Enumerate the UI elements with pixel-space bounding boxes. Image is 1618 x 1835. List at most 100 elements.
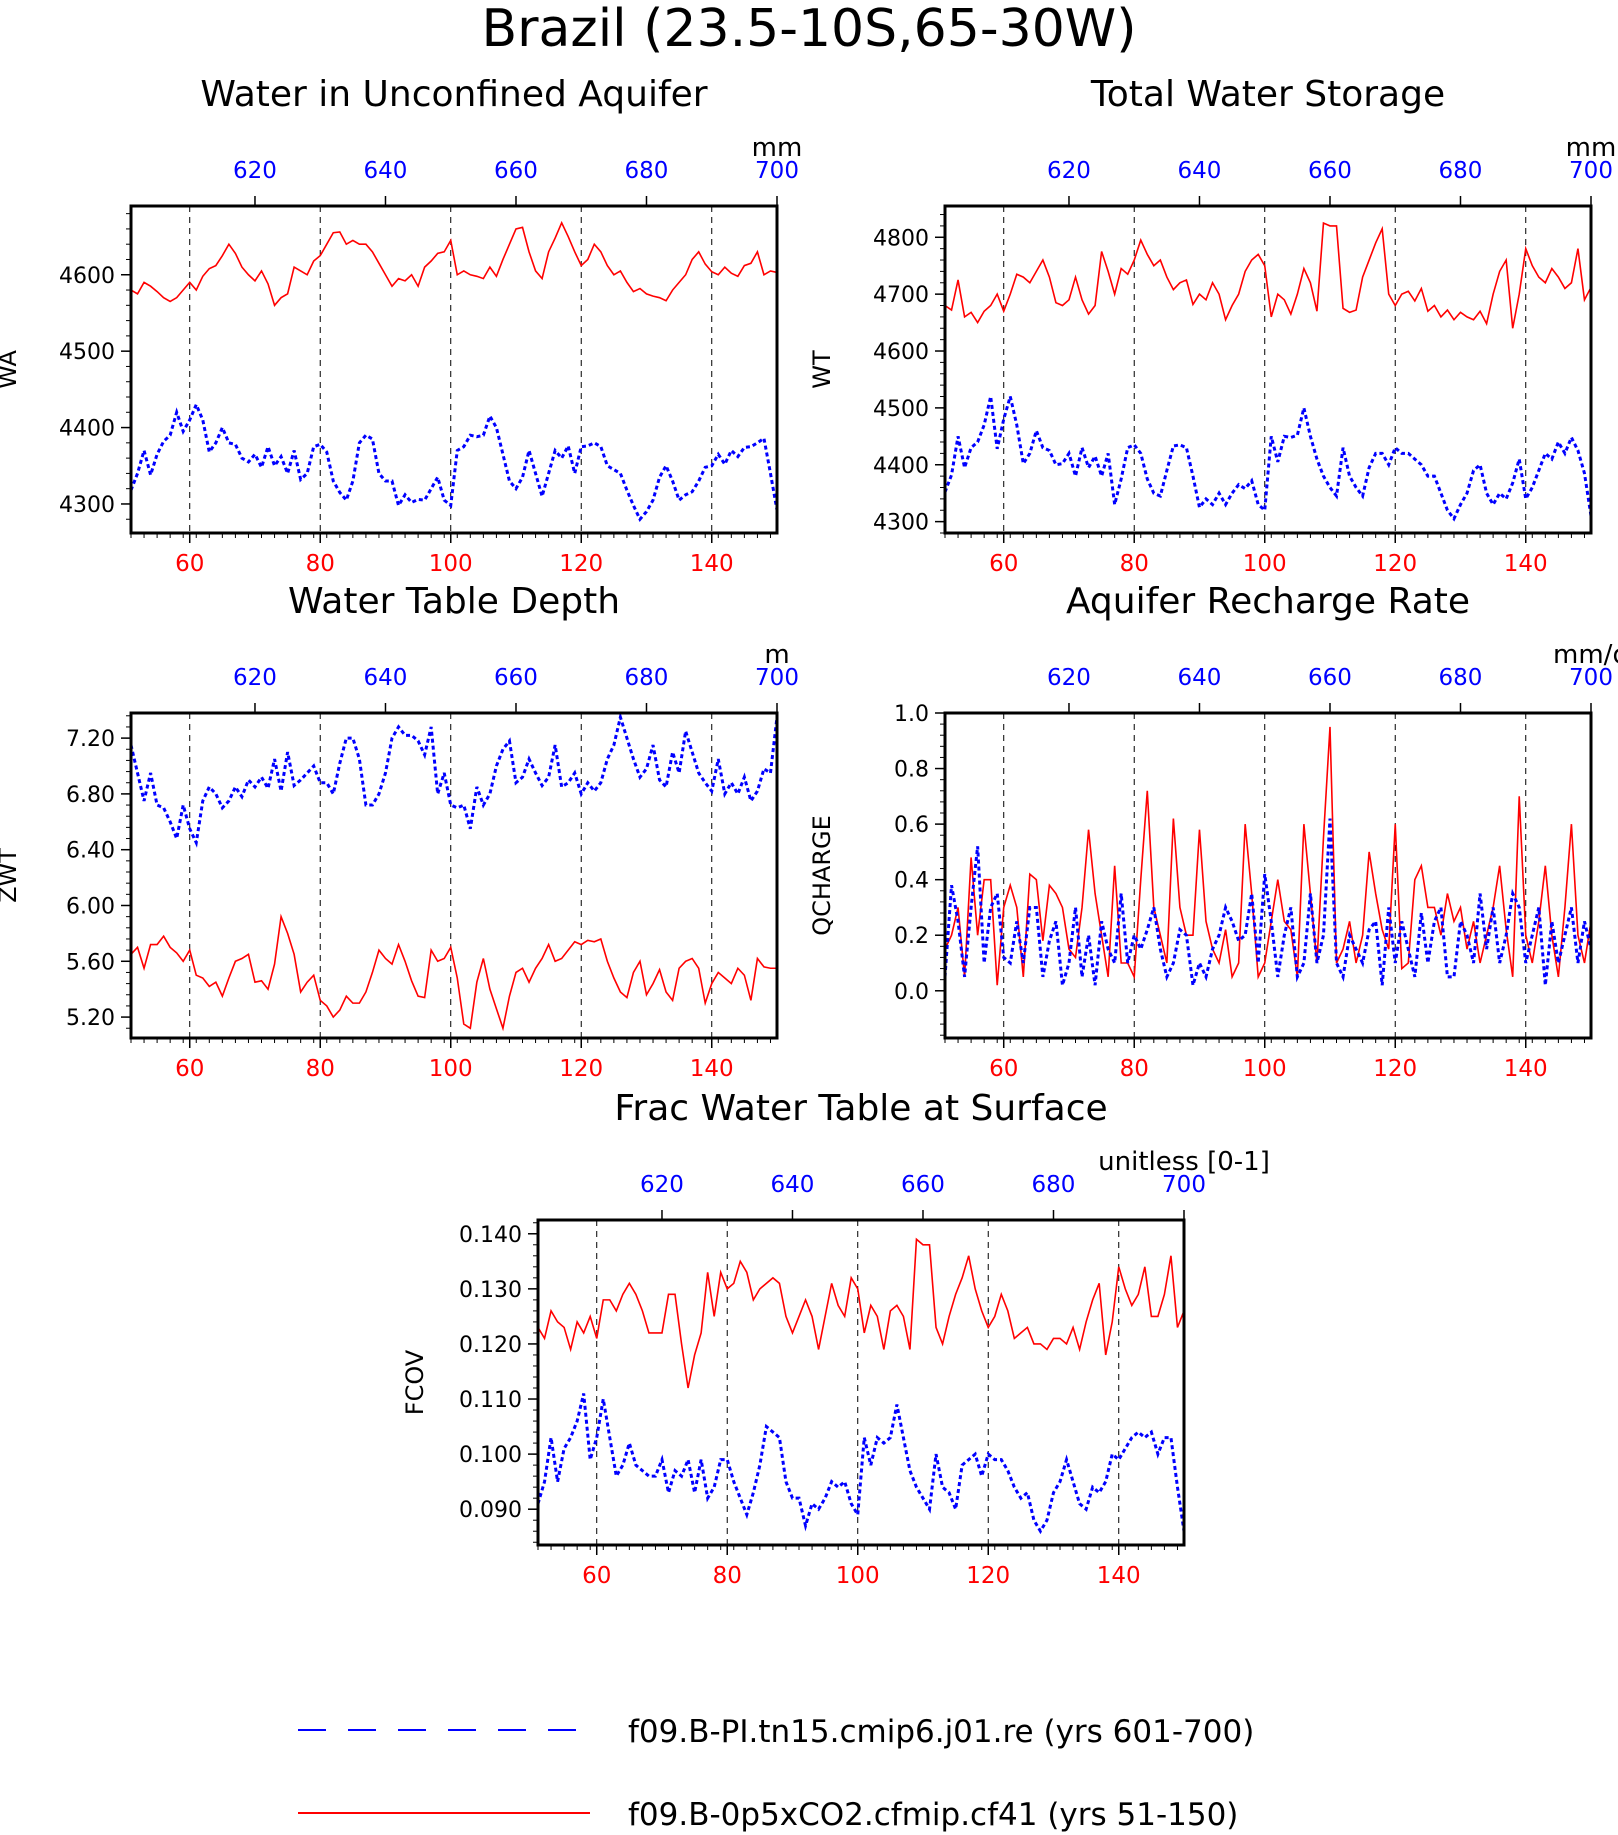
x-tick-label-top: 620 (233, 158, 277, 184)
x-tick-label-top: 700 (755, 158, 799, 184)
series-line-blue (945, 396, 1591, 522)
x-tick-label-top: 640 (364, 158, 408, 184)
x-tick-label-bottom: 100 (836, 1563, 880, 1589)
x-tick-label-top: 680 (1032, 1172, 1076, 1198)
chart-panel: Water in Unconfined Aquifer mm WA 60 80 100 12… (0, 74, 802, 577)
x-tick-label-top: 660 (1308, 158, 1352, 184)
series-line-red (131, 913, 777, 1032)
x-tick-label-top: 700 (1569, 158, 1613, 184)
series-line-red (538, 1237, 1184, 1389)
chart-panel: Total Water Storage mm WT 60 80 100 120 140 620 6… (808, 74, 1616, 577)
series-line-blue (538, 1393, 1184, 1535)
y-tick-label: 4500 (59, 340, 115, 365)
x-tick-label-bottom: 60 (989, 551, 1018, 577)
x-tick-label-bottom: 60 (175, 551, 204, 577)
chart-title: Water in Unconfined Aquifer (200, 74, 707, 115)
x-tick-label-top: 620 (1047, 158, 1091, 184)
y-tick-label: 0.2 (894, 924, 929, 949)
chart-panel: Water Table Depth m ZWT 60 80 100 120 140 620 640… (0, 581, 799, 1082)
x-tick-label-bottom: 140 (690, 551, 734, 577)
x-tick-label-bottom: 120 (559, 1056, 603, 1082)
x-tick-label-top: 680 (1439, 665, 1483, 691)
y-tick-label: 4700 (873, 283, 929, 308)
y-tick-label: 5.60 (66, 950, 115, 975)
x-tick-label-bottom: 120 (966, 1563, 1010, 1589)
chart-units: m (764, 640, 789, 670)
x-tick-label-top: 640 (771, 1172, 815, 1198)
x-tick-label-top: 640 (1178, 665, 1222, 691)
y-tick-label: 4300 (873, 511, 929, 536)
x-tick-label-bottom: 120 (559, 551, 603, 577)
chart-panel: Frac Water Table at Surface unitless [0-1… (401, 1088, 1270, 1589)
y-axis-label: FCOV (401, 1349, 429, 1415)
x-tick-label-bottom: 100 (1243, 1056, 1287, 1082)
plot-frame (129, 711, 779, 1040)
x-tick-label-top: 700 (1569, 665, 1613, 691)
x-tick-label-top: 660 (901, 1172, 945, 1198)
y-axis-label: WA (0, 350, 22, 389)
series-line-red (131, 220, 777, 307)
chart-title: Aquifer Recharge Rate (1066, 581, 1470, 622)
x-tick-label-top: 620 (233, 665, 277, 691)
x-tick-label-bottom: 140 (1504, 551, 1548, 577)
y-tick-label: 4500 (873, 397, 929, 422)
x-tick-label-top: 620 (1047, 665, 1091, 691)
y-tick-label: 0.4 (894, 869, 929, 894)
y-tick-label: 0.140 (459, 1223, 522, 1248)
x-tick-label-bottom: 100 (429, 551, 473, 577)
x-tick-label-top: 660 (1308, 665, 1352, 691)
y-tick-label: 0.6 (894, 813, 929, 838)
x-tick-label-bottom: 80 (1120, 1056, 1149, 1082)
x-tick-label-bottom: 100 (429, 1056, 473, 1082)
x-tick-label-top: 640 (364, 665, 408, 691)
legend-label-blue: f09.B-PI.tn15.cmip6.j01.re (yrs 601-700) (628, 1714, 1254, 1750)
plot-frame (129, 204, 779, 535)
x-tick-label-bottom: 140 (1097, 1563, 1141, 1589)
x-tick-label-bottom: 80 (306, 1056, 335, 1082)
x-tick-label-top: 640 (1178, 158, 1222, 184)
chart-title: Water Table Depth (288, 581, 620, 622)
x-tick-label-bottom: 60 (175, 1056, 204, 1082)
plot-frame (943, 204, 1593, 535)
y-tick-label: 0.110 (459, 1388, 522, 1413)
x-tick-label-bottom: 60 (582, 1563, 611, 1589)
x-tick-label-top: 700 (1162, 1172, 1206, 1198)
x-tick-label-top: 620 (640, 1172, 684, 1198)
x-tick-label-bottom: 80 (1120, 551, 1149, 577)
page-title: Brazil (23.5-10S,65-30W) (482, 0, 1137, 59)
x-tick-label-bottom: 140 (1504, 1056, 1548, 1082)
x-tick-label-bottom: 140 (690, 1056, 734, 1082)
y-tick-label: 4600 (59, 264, 115, 289)
chart-units: mm/d (1553, 640, 1618, 670)
y-tick-label: 7.20 (66, 727, 115, 752)
y-tick-label: 0.130 (459, 1278, 522, 1303)
series-line-blue (131, 400, 777, 522)
x-tick-label-top: 660 (494, 665, 538, 691)
chart-units: mm (1566, 133, 1617, 163)
y-tick-label: 0.100 (459, 1443, 522, 1468)
plot-frame (536, 1218, 1186, 1547)
y-tick-label: 0.8 (894, 758, 929, 783)
legend: f09.B-PI.tn15.cmip6.j01.re (yrs 601-700)… (298, 1714, 1254, 1833)
y-tick-label: 6.00 (66, 894, 115, 919)
series-line-red (945, 726, 1591, 986)
x-tick-label-bottom: 100 (1243, 551, 1287, 577)
x-tick-label-top: 680 (625, 665, 669, 691)
x-tick-label-bottom: 120 (1373, 551, 1417, 577)
y-tick-label: 4400 (873, 454, 929, 479)
y-axis-label: ZWT (0, 848, 22, 903)
chart-units: mm (752, 133, 803, 163)
y-tick-label: 0.120 (459, 1333, 522, 1358)
x-tick-label-bottom: 80 (713, 1563, 742, 1589)
x-tick-label-bottom: 80 (306, 551, 335, 577)
x-tick-label-top: 680 (625, 158, 669, 184)
chart-title: Total Water Storage (1090, 74, 1445, 115)
x-tick-label-top: 680 (1439, 158, 1483, 184)
x-tick-label-top: 660 (494, 158, 538, 184)
series-line-blue (131, 713, 777, 848)
chart-title: Frac Water Table at Surface (614, 1088, 1107, 1129)
x-tick-label-bottom: 120 (1373, 1056, 1417, 1082)
y-tick-label: 6.40 (66, 839, 115, 864)
series-line-blue (945, 818, 1591, 986)
